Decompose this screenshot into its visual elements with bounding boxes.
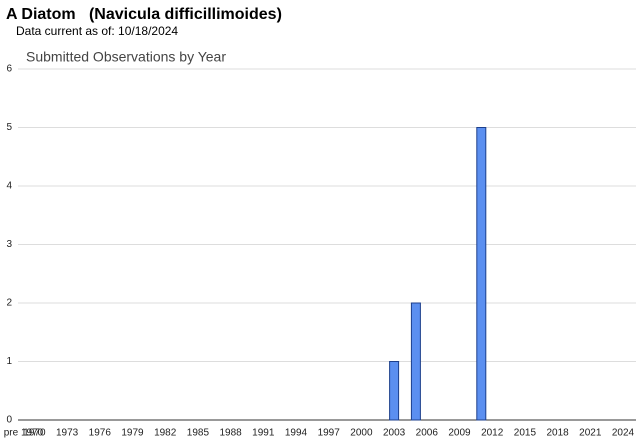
chart-title: Submitted Observations by Year (26, 49, 226, 65)
bar (389, 361, 400, 421)
y-tick-label: 5 (6, 122, 12, 133)
x-tick-label: 1985 (187, 428, 210, 439)
x-tick-label: pre 1970 (4, 428, 44, 439)
x-tick-label: 2015 (514, 428, 537, 439)
x-tick-label: 2024 (612, 428, 635, 439)
x-tick-label: 1991 (252, 428, 275, 439)
x-tick-label: 2018 (546, 428, 569, 439)
y-tick-label: 2 (6, 298, 12, 309)
bar (410, 302, 421, 421)
x-tick-label: 2006 (416, 428, 439, 439)
x-tick-label: 1988 (219, 428, 242, 439)
y-tick-label: 3 (6, 239, 12, 250)
x-tick-label: 2000 (350, 428, 373, 439)
x-tick-label: 2009 (448, 428, 471, 439)
x-tick-label: 1994 (285, 428, 308, 439)
x-tick-label: 1979 (121, 428, 144, 439)
x-tick-label: 1970 (23, 428, 46, 439)
y-tick-label: 4 (6, 181, 12, 192)
x-tick-label: 2021 (579, 428, 602, 439)
y-tick-label: 1 (6, 356, 12, 367)
subtitle: Data current as of: 10/18/2024 (16, 24, 178, 38)
bar (476, 127, 487, 421)
x-tick-label: 1973 (56, 428, 79, 439)
y-tick-label: 0 (6, 415, 12, 426)
x-tick-label: 1976 (89, 428, 112, 439)
x-tick-label: 2012 (481, 428, 504, 439)
y-tick-label: 6 (6, 64, 12, 75)
x-tick-label: 1997 (318, 428, 341, 439)
x-tick-label: 2003 (383, 428, 406, 439)
x-tick-label: 1982 (154, 428, 177, 439)
page-title: A Diatom (Navicula difficillimoides) (6, 6, 282, 23)
